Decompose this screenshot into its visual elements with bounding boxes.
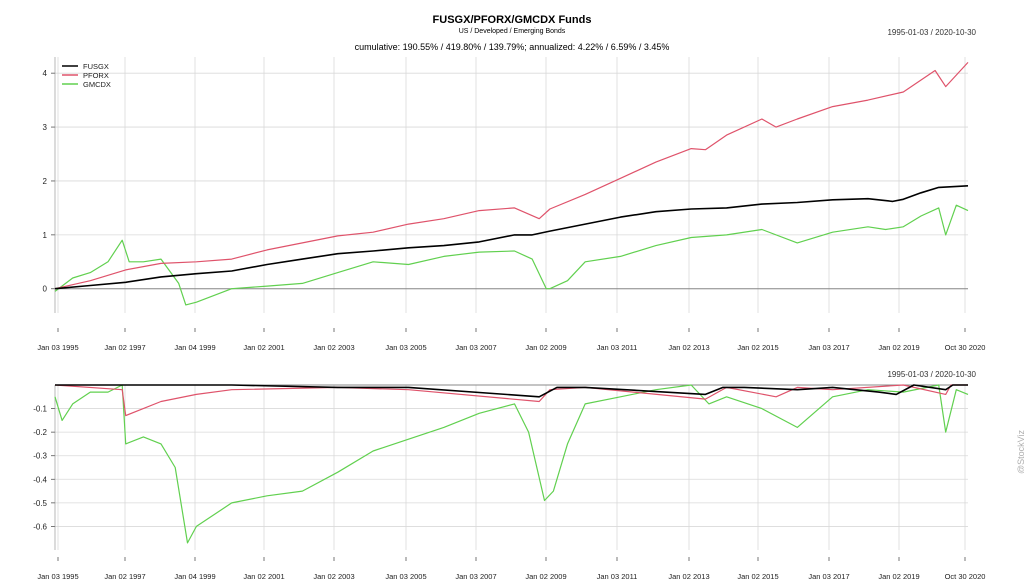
date-range-bottom: 1995-01-03 / 2020-10-30 (887, 370, 976, 379)
top-x-tick-label: Jan 04 1999 (174, 343, 215, 352)
bottom-x-tick-label: Jan 02 2009 (525, 572, 566, 581)
chart-subtitle: US / Developed / Emerging Bonds (458, 28, 566, 35)
top-x-tick-label: Jan 02 2009 (525, 343, 566, 352)
bottom-x-tick-label: Oct 30 2020 (945, 572, 986, 581)
top-x-tick-label: Jan 03 2017 (808, 343, 849, 352)
top-y-tick-label: 4 (43, 69, 48, 78)
top-x-tick-label: Jan 03 2005 (385, 343, 426, 352)
bottom-y-tick-label: -0.5 (33, 499, 47, 508)
bottom-y-tick-label: -0.6 (33, 522, 47, 531)
top-x-tick-label: Jan 02 2003 (313, 343, 354, 352)
bottom-x-tick-label: Jan 03 1995 (37, 572, 78, 581)
bottom-x-tick-label: Jan 02 2001 (243, 572, 284, 581)
top-y-tick-label: 3 (43, 123, 48, 132)
top-x-tick-label: Jan 02 2015 (737, 343, 778, 352)
bottom-x-tick-label: Jan 03 2007 (455, 572, 496, 581)
bottom-y-tick-label: -0.4 (33, 475, 47, 484)
top-x-tick-label: Jan 02 2001 (243, 343, 284, 352)
legend-label-gmcdx: GMCDX (83, 80, 111, 89)
top-series-fusgx (54, 185, 969, 290)
bottom-series-gmcdx (54, 384, 969, 544)
drawdown-panel: -0.1 -0.2 -0.3 -0.4 -0.5 -0.6 Jan 03 1995 Jan 0… (33, 384, 986, 581)
bottom-y-tick-label: -0.1 (33, 405, 47, 414)
bottom-x-tick-label: Jan 04 1999 (174, 572, 215, 581)
bottom-y-tick-label: -0.2 (33, 428, 47, 437)
bottom-x-tick-label: Jan 03 2011 (597, 572, 638, 581)
bottom-x-tick-label: Jan 02 2015 (737, 572, 778, 581)
bottom-x-tick-label: Jan 02 2013 (668, 572, 709, 581)
top-x-tick-label: Jan 02 2013 (668, 343, 709, 352)
top-y-tick-label: 1 (43, 231, 48, 240)
top-series-pforx (54, 61, 969, 290)
bottom-y-tick-label: -0.3 (33, 452, 47, 461)
top-x-tick-label: Oct 30 2020 (945, 343, 986, 352)
top-x-tick-label: Jan 03 2011 (597, 343, 638, 352)
bottom-x-tick-label: Jan 02 2003 (313, 572, 354, 581)
bottom-x-tick-label: Jan 03 2017 (808, 572, 849, 581)
top-y-tick-label: 2 (43, 177, 48, 186)
bottom-x-tick-label: Jan 03 2005 (385, 572, 426, 581)
top-x-tick-label: Jan 02 2019 (878, 343, 919, 352)
legend-label-pforx: PFORX (83, 71, 109, 80)
bottom-x-tick-label: Jan 02 2019 (878, 572, 919, 581)
date-range-top: 1995-01-03 / 2020-10-30 (887, 28, 976, 37)
bottom-series-fusgx (55, 384, 968, 398)
bottom-x-tick-label: Jan 02 1997 (104, 572, 145, 581)
top-x-tick-label: Jan 03 2007 (455, 343, 496, 352)
bottom-series-pforx (54, 384, 968, 417)
top-series-gmcdx (54, 204, 969, 306)
performance-stats: cumulative: 190.55% / 419.80% / 139.79%;… (354, 42, 670, 52)
chart-title: FUSGX/PFORX/GMCDX Funds (432, 14, 592, 26)
cumulative-returns-panel: 0 1 2 3 4 Jan 03 1995 Jan 02 1997 Jan 04 1999 Ja… (37, 57, 985, 352)
top-x-tick-label: Jan 03 1995 (37, 343, 78, 352)
top-y-tick-label: 0 (43, 285, 48, 294)
top-x-tick-label: Jan 02 1997 (104, 343, 145, 352)
legend-label-fusgx: FUSGX (83, 62, 109, 71)
